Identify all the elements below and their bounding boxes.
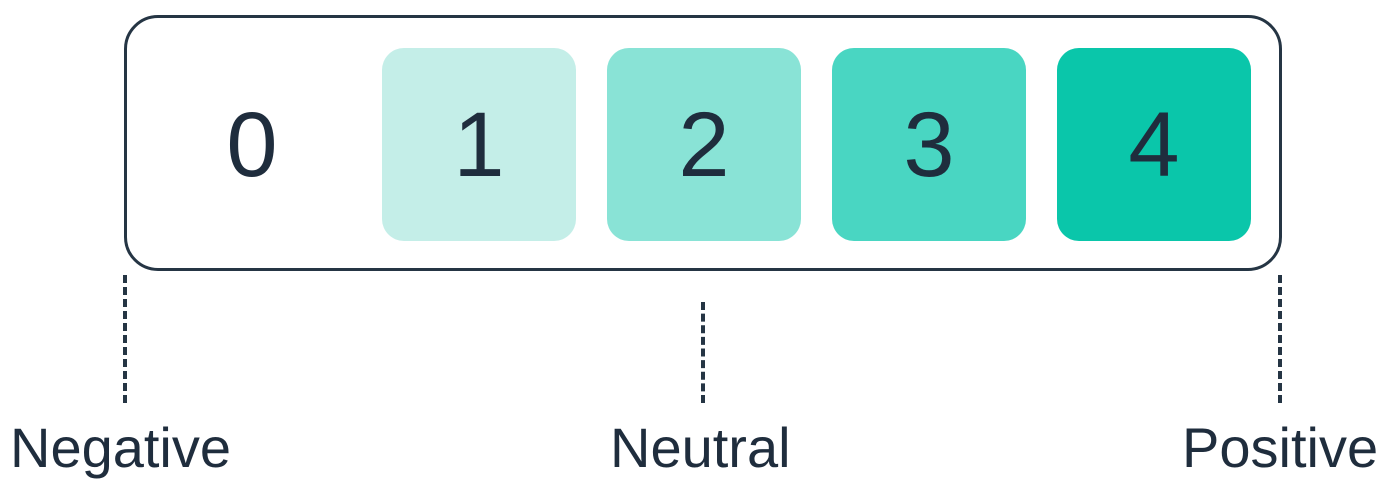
tick-neutral (701, 302, 705, 403)
rating-cell-4: 4 (1057, 48, 1251, 241)
rating-cell-0: 0 (155, 48, 349, 241)
label-neutral: Neutral (610, 416, 791, 479)
rating-cell-number: 1 (453, 93, 505, 196)
label-positive: Positive (1182, 416, 1379, 479)
rating-cell-number: 3 (903, 93, 955, 196)
tick-positive (1278, 275, 1282, 403)
rating-cell-number: 0 (226, 93, 278, 196)
tick-negative (123, 275, 127, 403)
rating-cell-1: 1 (382, 48, 576, 241)
rating-cell-number: 2 (678, 93, 730, 196)
rating-cell-number: 4 (1128, 93, 1180, 196)
rating-cell-3: 3 (832, 48, 1026, 241)
label-negative: Negative (10, 416, 232, 479)
rating-cell-2: 2 (607, 48, 801, 241)
